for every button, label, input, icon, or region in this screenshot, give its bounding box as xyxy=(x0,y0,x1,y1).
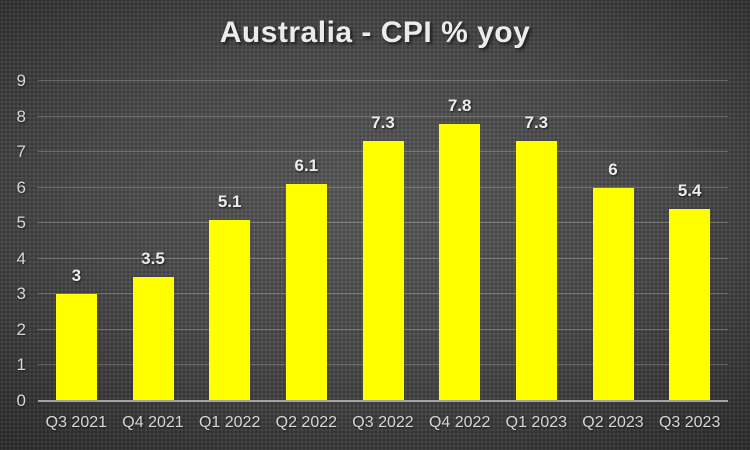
bar-value-label: 7.8 xyxy=(447,95,472,115)
y-tick-label-1: 1 xyxy=(16,355,26,375)
x-tick-label-q2-2023: Q2 2023 xyxy=(582,414,644,431)
bar-value-label: 3 xyxy=(71,266,82,286)
y-tick-label-7: 7 xyxy=(16,142,26,162)
bar-value-label: 5.4 xyxy=(677,181,702,200)
bar-value-label: 7.3 xyxy=(371,113,395,133)
bar-q1-2022 xyxy=(209,219,251,401)
bar-value-label: 3.5 xyxy=(141,248,165,268)
x-axis-line xyxy=(38,400,728,402)
y-tick-label-2: 2 xyxy=(16,319,26,339)
x-tick-label-q3-2021: Q3 2021 xyxy=(45,414,108,431)
bar-value-label: 6.1 xyxy=(294,156,319,176)
bar-q3-2021 xyxy=(55,294,97,401)
y-tick-label-8: 8 xyxy=(16,106,26,126)
bar-q3-2022 xyxy=(362,141,404,401)
x-tick-label-q2-2022: Q2 2022 xyxy=(275,414,338,431)
x-tick-label-q4-2021: Q4 2021 xyxy=(122,414,184,431)
bar-q2-2023 xyxy=(592,187,634,401)
y-tick-label-3: 3 xyxy=(16,284,26,304)
y-tick-label-9: 9 xyxy=(16,71,26,90)
bar-q4-2022 xyxy=(439,123,481,401)
bar-value-label: 5.1 xyxy=(217,191,242,211)
plot-area: 3 3.5 5.1 6.1 7.3 7.8 7.3 6 5.4 xyxy=(38,80,728,402)
x-tick-label-q4-2022: Q4 2022 xyxy=(428,414,491,431)
bar-value-label: 6 xyxy=(608,159,618,179)
y-tick-label-4: 4 xyxy=(16,248,26,268)
bar-q1-2023 xyxy=(515,141,557,401)
y-tick-label-5: 5 xyxy=(16,213,26,233)
gridline-y-9 xyxy=(38,80,728,81)
y-tick-label-0: 0 xyxy=(16,391,26,410)
bar-q2-2022 xyxy=(285,184,327,401)
y-tick-label-6: 6 xyxy=(16,177,26,197)
x-tick-label-q1-2022: Q1 2022 xyxy=(198,414,261,431)
x-tick-label-q1-2023: Q1 2023 xyxy=(505,414,568,431)
gridline-y-8 xyxy=(38,115,728,117)
bar-q4-2021 xyxy=(132,276,174,401)
bar-q3-2023 xyxy=(669,209,711,401)
chart-title: Australia - CPI % yoy xyxy=(219,16,531,49)
bar-value-label: 7.3 xyxy=(524,113,549,133)
x-tick-label-q3-2023: Q3 2023 xyxy=(658,414,721,431)
x-tick-label-q3-2022: Q3 2022 xyxy=(352,414,414,431)
